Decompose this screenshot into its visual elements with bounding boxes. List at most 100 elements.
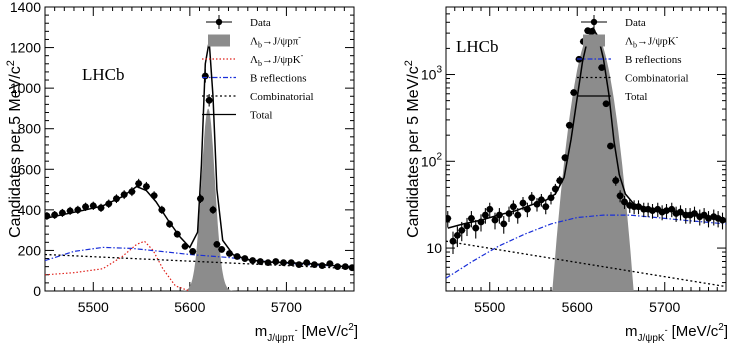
- left-y-axis-title: Candidates per 5 MeV/c2: [5, 60, 24, 238]
- x-tick-label: 5500: [474, 299, 505, 315]
- right-x-axis-title: mJ/ψpK- [MeV/c2]: [625, 322, 728, 344]
- b-reflections-curve: [446, 214, 726, 279]
- data-point: [51, 211, 59, 219]
- data-point: [612, 175, 620, 186]
- data-point: [565, 121, 573, 129]
- data-point: [303, 259, 311, 266]
- y-tick-label: 103: [421, 65, 443, 83]
- legend-label: Combinatorial: [250, 91, 314, 103]
- data-point: [519, 197, 527, 211]
- data-point: [500, 216, 508, 234]
- legend-item: Λb→J/ψpK-: [583, 33, 679, 50]
- data-point: [295, 261, 303, 269]
- data-point: [241, 255, 249, 262]
- data-point: [82, 202, 90, 211]
- data-point: [272, 258, 280, 265]
- legend-label: Λb→J/ψpπ-: [250, 33, 301, 50]
- legend-label: B reflections: [625, 54, 682, 66]
- legend-label: Data: [625, 17, 646, 29]
- data-point: [135, 178, 143, 189]
- data-point: [205, 94, 213, 107]
- signal-fill: [179, 108, 237, 291]
- signal-fill: [547, 30, 639, 291]
- x-tick-label: 5700: [271, 299, 302, 315]
- data-point: [209, 205, 217, 214]
- data-point: [607, 142, 614, 150]
- y-tick-label: 1400: [10, 0, 41, 15]
- data-point: [505, 206, 513, 222]
- y-tick-label: 1000: [10, 80, 41, 96]
- data-point: [326, 260, 334, 268]
- legend-item: Λb→J/ψpK-: [202, 51, 304, 68]
- data-point: [105, 199, 113, 208]
- left-legend: Data Λb→J/ψpπ-Λb→J/ψpK- B reflections Combi…: [202, 15, 314, 122]
- legend-item: Total: [577, 91, 647, 103]
- data-point: [201, 69, 209, 83]
- data-point: [719, 212, 726, 230]
- data-point: [542, 200, 550, 215]
- legend-item: Total: [202, 110, 272, 122]
- data-point: [602, 100, 610, 108]
- legend-label: Data: [250, 17, 271, 29]
- x-tick-label: 5600: [174, 299, 205, 315]
- data-point: [181, 242, 189, 250]
- data-point: [287, 259, 295, 266]
- data-point: [598, 64, 606, 72]
- data-point: [453, 226, 461, 248]
- data-point: [218, 246, 226, 253]
- data-point: [509, 200, 517, 215]
- data-point: [635, 200, 642, 215]
- y-tick-label: 800: [18, 121, 42, 137]
- data-point: [348, 264, 354, 272]
- data-point: [458, 221, 466, 242]
- left-data-points: [45, 69, 354, 272]
- left-y-ticks: 0 200 400 600 800 1000 1200 1400: [10, 0, 354, 299]
- data-point: [551, 183, 559, 195]
- data-point: [256, 258, 264, 265]
- right-chart: 10 102 103 5500 5600 5700 LHCb Data Λb→J/ψpK-…: [403, 6, 728, 344]
- x-tick-label: 5500: [78, 299, 109, 315]
- data-point: [547, 192, 555, 205]
- data-point: [173, 230, 181, 238]
- y-tick-label: 1200: [10, 40, 41, 56]
- data-point: [446, 211, 452, 228]
- y-tick-label: 0: [33, 283, 41, 299]
- data-point: [533, 198, 541, 212]
- legend-label: Λb→J/ψpK-: [250, 51, 304, 68]
- right-data-points: [446, 27, 726, 255]
- legend-item: Λb→J/ψpπ-: [208, 33, 301, 50]
- data-point: [481, 208, 489, 224]
- data-point: [449, 231, 457, 255]
- data-point: [310, 261, 318, 269]
- legend-item: Combinatorial: [202, 91, 314, 103]
- legend-label: Combinatorial: [625, 73, 689, 85]
- legend-label: Λb→J/ψpK-: [625, 33, 679, 50]
- data-point: [705, 211, 712, 228]
- data-point: [66, 206, 74, 215]
- data-point: [150, 191, 158, 201]
- data-point: [588, 27, 596, 35]
- legend-item: Data: [581, 15, 646, 29]
- x-tick-label: 5600: [562, 299, 593, 315]
- legend-item: Combinatorial: [577, 73, 689, 85]
- left-chart: 0 200 400 600 800 1000 1200 1400 5500 5600 5700 L…: [5, 0, 358, 344]
- data-point: [467, 211, 475, 228]
- data-point: [570, 89, 578, 96]
- right-y-axis-title: Candidates per 5 MeV/c2: [403, 60, 422, 238]
- data-point: [280, 259, 288, 266]
- data-point: [556, 175, 564, 186]
- data-point: [495, 208, 503, 224]
- data-point: [561, 154, 569, 162]
- legend-item: Data: [206, 15, 271, 29]
- left-x-axis-title: mJ/ψpπ- [MeV/c2]: [255, 322, 358, 344]
- data-point: [649, 203, 656, 219]
- data-point: [463, 217, 471, 237]
- data-point: [89, 201, 97, 210]
- data-point: [621, 195, 628, 210]
- data-point: [112, 194, 120, 204]
- data-point: [213, 240, 221, 248]
- legend-label: Total: [625, 91, 647, 103]
- y-tick-label: 10: [426, 240, 442, 256]
- y-tick-label: 400: [18, 202, 42, 218]
